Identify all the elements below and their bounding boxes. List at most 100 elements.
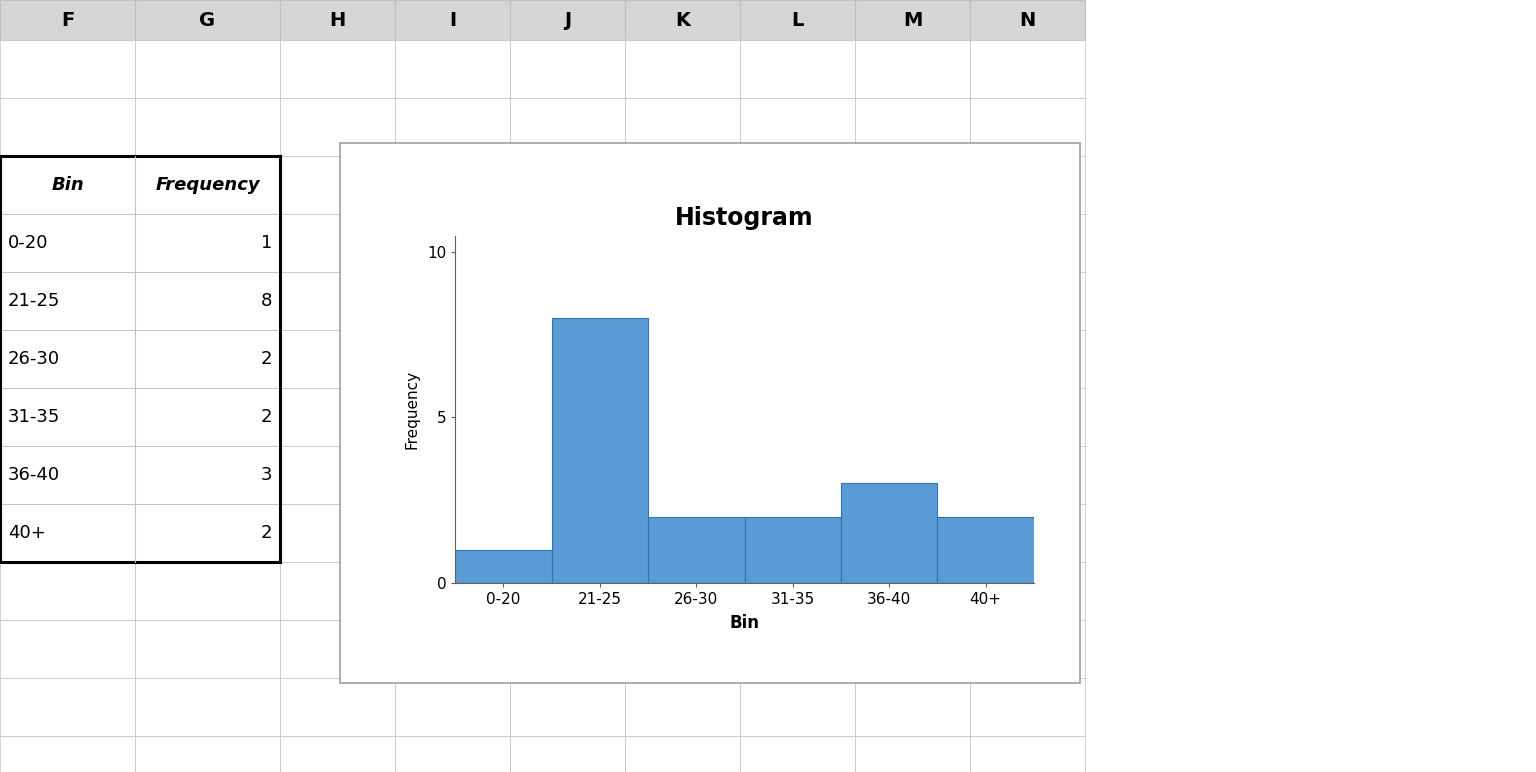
Bar <box>135 620 280 678</box>
Bar <box>971 504 1084 562</box>
Bar <box>0 562 135 620</box>
Bar <box>971 98 1084 156</box>
Bar <box>135 156 280 214</box>
Bar <box>971 272 1084 330</box>
Bar <box>280 98 395 156</box>
Text: N: N <box>1020 11 1035 29</box>
Title: Histogram: Histogram <box>676 205 814 229</box>
Bar <box>740 446 856 504</box>
Bar <box>510 156 625 214</box>
Bar <box>971 214 1084 272</box>
Bar <box>0 736 135 772</box>
Bar <box>625 562 740 620</box>
Bar <box>395 214 510 272</box>
Bar <box>135 0 280 40</box>
Bar <box>0 620 135 678</box>
Bar <box>395 0 510 40</box>
Bar <box>135 330 280 388</box>
Bar <box>856 330 971 388</box>
Bar <box>625 330 740 388</box>
Bar <box>625 388 740 446</box>
Text: Bin: Bin <box>51 176 84 194</box>
Text: 26-30: 26-30 <box>8 350 60 368</box>
Bar <box>971 446 1084 504</box>
Bar <box>625 678 740 736</box>
Bar <box>395 504 510 562</box>
Bar <box>395 620 510 678</box>
Bar <box>971 736 1084 772</box>
Bar <box>0 678 135 736</box>
Text: 3: 3 <box>261 466 272 484</box>
Bar <box>280 678 395 736</box>
Bar <box>0 446 135 504</box>
Text: H: H <box>329 11 346 29</box>
Bar <box>510 330 625 388</box>
Text: 36-40: 36-40 <box>8 466 60 484</box>
Bar <box>648 516 745 583</box>
Y-axis label: Frequency: Frequency <box>406 370 419 449</box>
Bar <box>395 272 510 330</box>
Bar <box>280 0 395 40</box>
Bar <box>0 98 135 156</box>
Bar <box>625 0 740 40</box>
Bar <box>510 0 625 40</box>
Bar <box>740 562 856 620</box>
Bar <box>395 388 510 446</box>
Bar <box>0 40 135 98</box>
Bar <box>625 620 740 678</box>
Bar <box>135 504 280 562</box>
Bar <box>395 156 510 214</box>
Bar <box>856 678 971 736</box>
Text: 2: 2 <box>261 524 272 542</box>
Bar <box>0 214 135 272</box>
Bar <box>971 156 1084 214</box>
Bar <box>856 736 971 772</box>
Bar <box>740 214 856 272</box>
Text: 31-35: 31-35 <box>8 408 60 426</box>
Bar <box>0 156 135 214</box>
Text: 1: 1 <box>261 234 272 252</box>
Bar <box>280 736 395 772</box>
Bar <box>842 483 937 583</box>
Bar <box>0 330 135 388</box>
Bar <box>625 98 740 156</box>
Bar <box>856 0 971 40</box>
Bar <box>856 620 971 678</box>
Bar <box>971 562 1084 620</box>
Text: K: K <box>674 11 690 29</box>
Bar <box>280 330 395 388</box>
Bar <box>0 388 135 446</box>
Bar <box>135 272 280 330</box>
Bar <box>135 678 280 736</box>
Bar <box>510 620 625 678</box>
Bar <box>280 214 395 272</box>
Bar <box>135 40 280 98</box>
Bar <box>740 736 856 772</box>
Bar <box>971 388 1084 446</box>
Bar <box>395 40 510 98</box>
Bar <box>625 156 740 214</box>
Bar <box>625 736 740 772</box>
Bar <box>740 388 856 446</box>
Bar <box>455 550 551 583</box>
Bar <box>280 156 395 214</box>
Bar <box>395 330 510 388</box>
Bar <box>280 272 395 330</box>
Text: 2: 2 <box>261 350 272 368</box>
Text: 21-25: 21-25 <box>8 292 60 310</box>
Bar <box>856 40 971 98</box>
Bar <box>395 678 510 736</box>
Bar <box>135 388 280 446</box>
Bar <box>971 40 1084 98</box>
Bar <box>625 214 740 272</box>
Bar <box>856 214 971 272</box>
Bar <box>856 98 971 156</box>
Text: 40+: 40+ <box>8 524 46 542</box>
Bar <box>0 504 135 562</box>
Bar <box>510 736 625 772</box>
Bar <box>740 40 856 98</box>
Bar <box>740 504 856 562</box>
Bar <box>856 272 971 330</box>
Bar <box>510 98 625 156</box>
Bar <box>740 156 856 214</box>
